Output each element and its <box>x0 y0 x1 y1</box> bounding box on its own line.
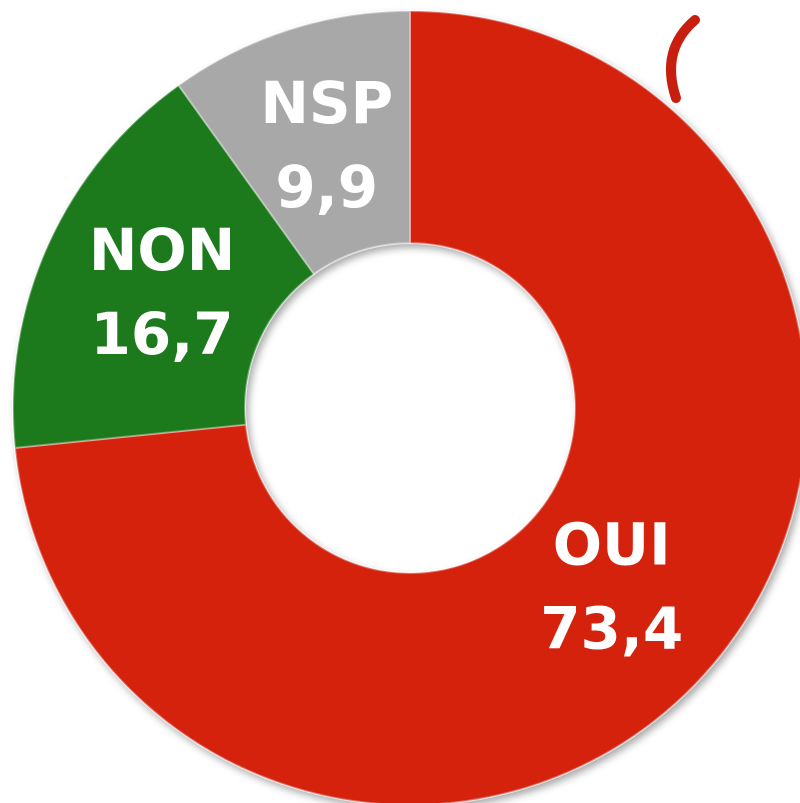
slice <box>13 9 800 803</box>
slice <box>177 9 411 276</box>
decorative-arc <box>665 15 700 103</box>
donut <box>12 9 800 803</box>
value-label: 73,4 <box>540 595 683 663</box>
category-label: NON <box>89 216 235 284</box>
labels: OUI 73,4 NON 16,7 NSP 9,9 <box>89 69 683 662</box>
value-label: 9,9 <box>275 153 378 221</box>
slice <box>12 83 316 449</box>
value-label: 16,7 <box>91 300 234 368</box>
category-label: NSP <box>260 69 393 137</box>
category-label: OUI <box>553 511 671 579</box>
